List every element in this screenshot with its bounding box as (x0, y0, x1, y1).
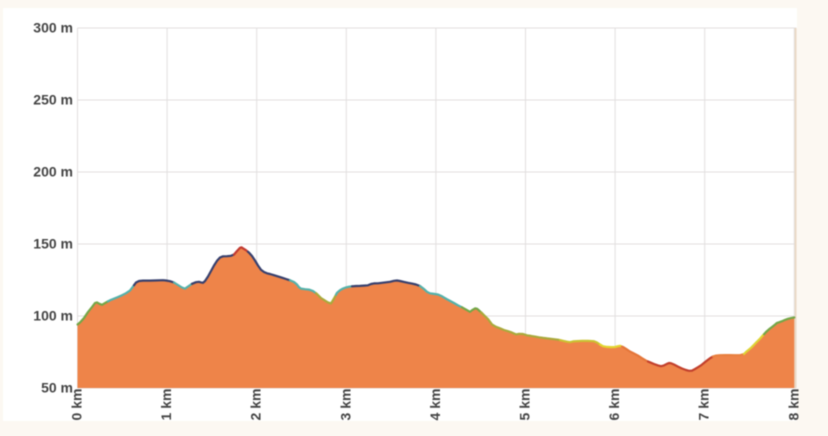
svg-text:300 m: 300 m (33, 20, 73, 36)
svg-text:0 km: 0 km (69, 389, 85, 421)
svg-text:8 km: 8 km (785, 389, 801, 421)
svg-text:5 km: 5 km (517, 389, 533, 421)
svg-text:1 km: 1 km (158, 389, 174, 421)
svg-text:100 m: 100 m (33, 308, 73, 324)
svg-text:3 km: 3 km (337, 389, 353, 421)
svg-text:50 m: 50 m (41, 380, 73, 396)
svg-text:200 m: 200 m (33, 164, 73, 180)
svg-text:7 km: 7 km (696, 389, 712, 421)
svg-text:150 m: 150 m (33, 236, 73, 252)
svg-text:6 km: 6 km (606, 389, 622, 421)
svg-text:250 m: 250 m (33, 92, 73, 108)
svg-text:2 km: 2 km (248, 389, 264, 421)
svg-text:4 km: 4 km (427, 389, 443, 421)
